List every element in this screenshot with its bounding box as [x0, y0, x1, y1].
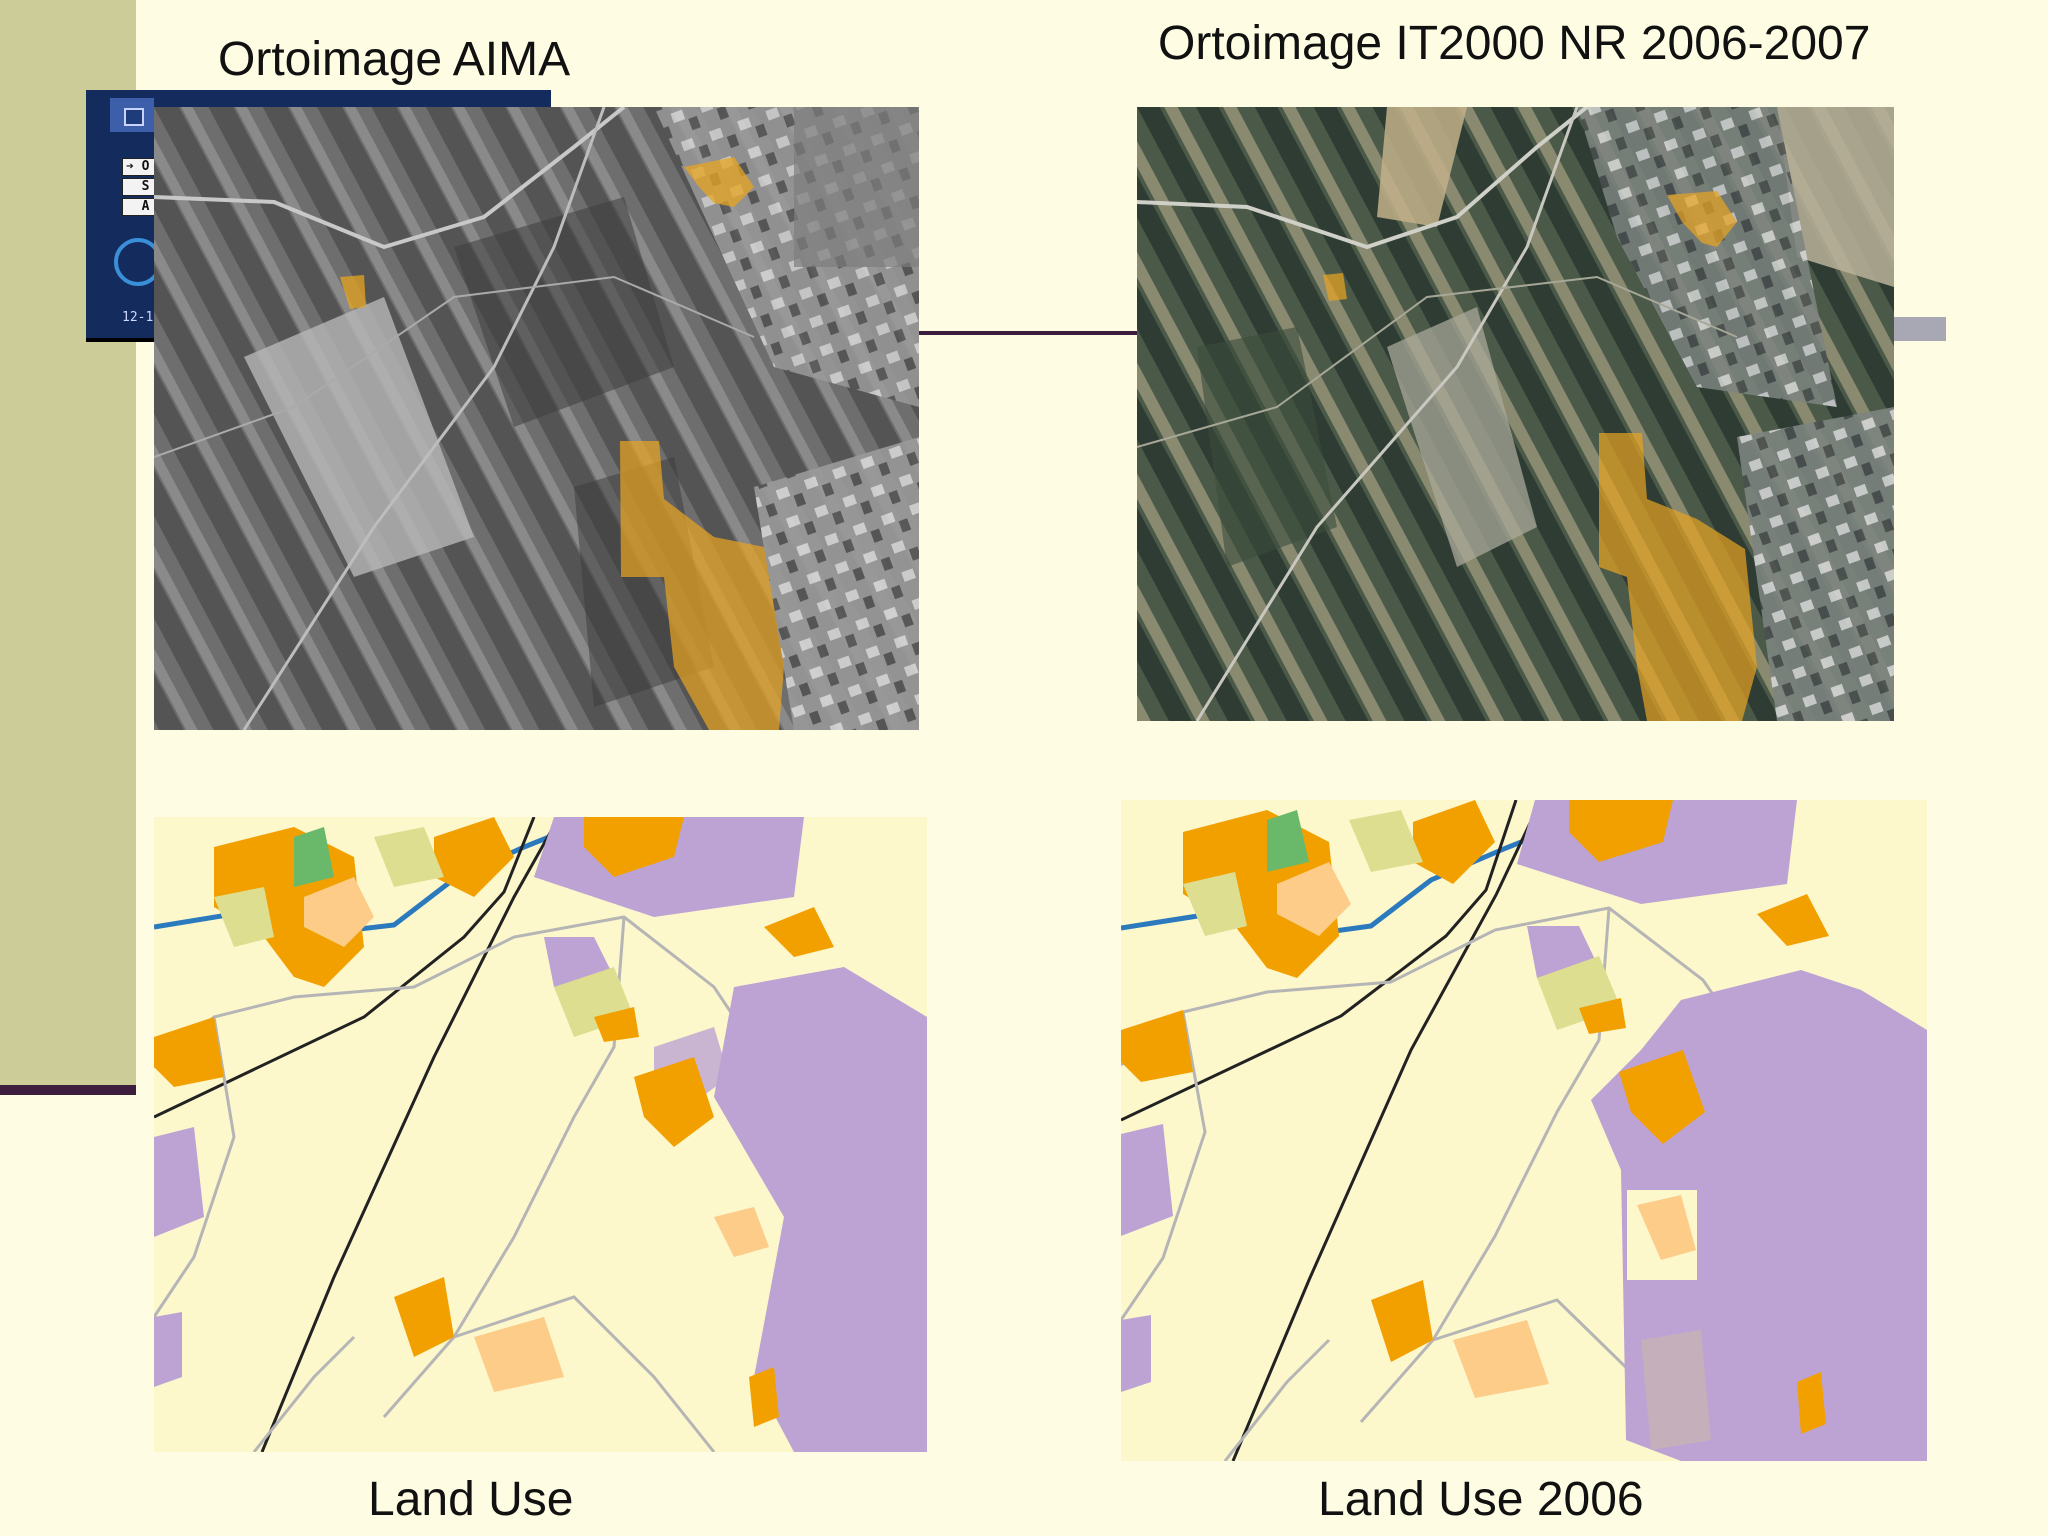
- land-use-2006-map: [1121, 800, 1927, 1461]
- title-land-use: Land Use: [368, 1473, 574, 1526]
- thumb-date: 12-1: [122, 310, 154, 325]
- land-use-map: [154, 817, 927, 1452]
- connector-line-left: [918, 331, 1138, 335]
- title-ortoimage-aima: Ortoimage AIMA: [218, 33, 571, 86]
- title-ortoimage-it2000: Ortoimage IT2000 NR 2006-2007: [1158, 17, 1871, 70]
- sidebar-rule: [0, 1085, 136, 1095]
- ortoimage-it2000-photo: [1137, 107, 1894, 721]
- grey-connector-stub: [1893, 317, 1946, 341]
- title-land-use-2006: Land Use 2006: [1318, 1473, 1644, 1526]
- ortoimage-aima-photo: [154, 107, 919, 730]
